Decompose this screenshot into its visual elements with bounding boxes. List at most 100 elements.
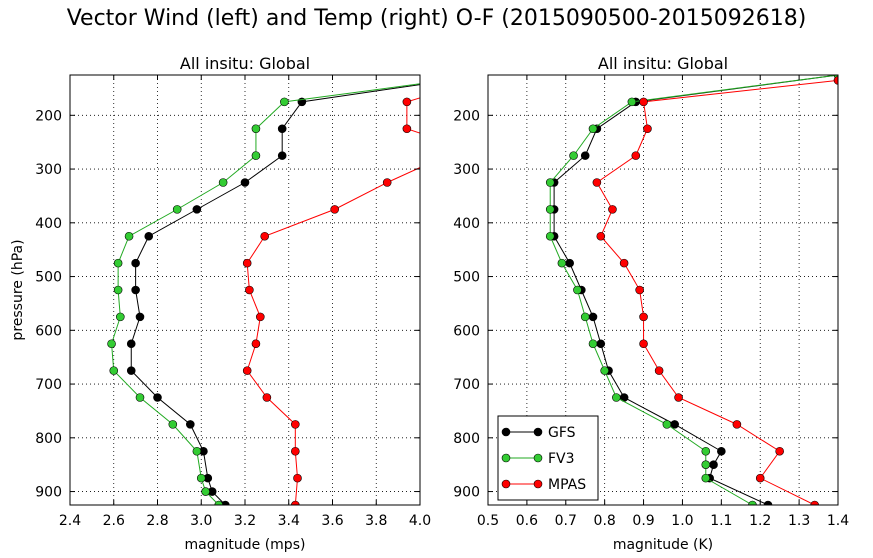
wind-fv3-point: [113, 258, 123, 268]
temp-fv3-point: [588, 124, 598, 134]
wind-x-tick-label: 3.2: [234, 513, 256, 529]
temp-gfs-point: [763, 500, 773, 505]
wind-gfs-point: [126, 366, 136, 375]
temp-mpas-point: [643, 124, 652, 134]
temp-y-tick-label: 500: [453, 270, 480, 286]
temp-x-tick-label: 1.2: [749, 513, 771, 529]
wind-mpas-point: [291, 446, 300, 456]
wind-x-tick-label: 2.4: [59, 513, 81, 529]
wind-y-tick-label: 700: [35, 377, 62, 393]
wind-mpas-point: [260, 231, 269, 241]
wind-x-tick-label: 3.0: [190, 513, 212, 529]
wind-gfs-point: [135, 312, 145, 322]
wind-gfs-point: [221, 500, 230, 505]
wind-data: [107, 83, 468, 505]
temp-mpas-point: [592, 178, 602, 187]
temp-fv3-point: [662, 420, 672, 429]
wind-gfs-point: [126, 339, 136, 349]
temp-fv3-point: [569, 151, 578, 160]
temp-mpas-point: [596, 231, 606, 241]
temp-mpas-point: [732, 420, 742, 429]
wind-fv3-point: [168, 420, 178, 429]
temp-fv3-point: [612, 393, 621, 402]
wind-gfs-point: [277, 124, 287, 134]
temp-panel: 0.5 0.6 0.7 0.8 0.9 1.0 1.1 1.2 1.3 1.4 200 300 400 5…: [453, 54, 849, 553]
legend-label-mpas: MPAS: [548, 477, 586, 493]
temp-x-tick-label: 0.7: [555, 513, 577, 529]
temp-fv3-point: [627, 97, 637, 107]
wind-x-tick-label: 3.6: [321, 513, 343, 529]
temp-y-tick-label: 400: [453, 216, 480, 232]
temp-gfs-point: [670, 420, 679, 429]
wind-x-tick-label: 2.8: [146, 513, 168, 529]
wind-fv3-point: [196, 473, 206, 483]
wind-mpas-point: [460, 144, 468, 152]
wind-gfs-point: [144, 231, 154, 241]
wind-x-tick-label: 2.6: [103, 513, 125, 529]
temp-fv3-point: [701, 446, 711, 456]
wind-mpas-point: [330, 205, 339, 214]
temp-x-tick-label: 1.3: [788, 513, 810, 529]
wind-y-axis-label: pressure (hPa): [10, 239, 26, 340]
temp-y-tick-label: 600: [453, 323, 480, 339]
wind-y-tick-label: 900: [35, 485, 62, 501]
temp-fv3-point: [600, 366, 609, 375]
temp-y-tick-label: 700: [453, 377, 480, 393]
temp-fv3-point: [701, 460, 711, 469]
wind-gfs-point: [153, 393, 162, 402]
wind-fv3-point: [107, 339, 116, 349]
temp-mpas-point: [619, 258, 629, 268]
temp-mpas-point: [810, 500, 819, 505]
legend-marker-fv3: [501, 453, 511, 463]
figure-title: Vector Wind (left) and Temp (right) O-F …: [66, 6, 807, 31]
wind-fv3-point: [280, 97, 289, 107]
temp-x-tick-label: 0.9: [632, 513, 654, 529]
wind-fv3-point: [135, 393, 145, 402]
temp-mpas-point: [755, 473, 765, 483]
temp-y-tick-label: 200: [453, 108, 480, 124]
temp-gfs-point: [596, 339, 606, 349]
wind-fv3-point: [113, 285, 123, 295]
temp-fv3-point: [748, 500, 757, 505]
wind-gfs-point: [131, 285, 140, 295]
wind-mpas-point: [251, 339, 261, 349]
wind-mpas-point: [262, 393, 272, 402]
temp-fv3-point: [701, 473, 711, 483]
temp-mpas-line: [596, 79, 838, 505]
wind-mpas-line: [246, 97, 420, 505]
wind-mpas-point: [256, 312, 265, 322]
temp-gfs-point: [709, 460, 718, 469]
wind-mpas-point: [242, 366, 252, 375]
wind-fv3-point: [109, 366, 119, 375]
legend-marker-mpas: [501, 479, 511, 489]
wind-y-tick-label: 200: [35, 108, 62, 124]
temp-gfs-point: [565, 258, 574, 268]
wind-mpas-point: [402, 97, 412, 107]
wind-fv3-point: [116, 312, 125, 322]
wind-fv3-point: [172, 205, 182, 214]
temp-fv3-point: [588, 339, 598, 349]
temp-axes-frame: [487, 74, 839, 506]
temp-mpas-point: [639, 312, 648, 322]
wind-x-axis-label: magnitude (mps): [185, 537, 306, 553]
temp-data: [545, 75, 838, 505]
wind-gfs-point: [277, 151, 287, 160]
wind-fv3-line: [111, 83, 420, 505]
wind-gfs-point: [192, 205, 202, 214]
temp-x-axis-label: magnitude (K): [613, 537, 713, 553]
temp-mpas-point: [631, 151, 641, 160]
wind-mpas-point: [402, 124, 412, 134]
temp-fv3-point: [545, 231, 555, 241]
temp-y-tick-label: 900: [453, 485, 480, 501]
temp-y-tick-label: 800: [453, 431, 480, 447]
temp-mpas-point: [608, 205, 617, 214]
temp-fv3-point: [557, 258, 567, 268]
wind-y-tick-label: 600: [35, 323, 62, 339]
temp-gfs-point: [588, 312, 598, 322]
wind-panel-title: All insitu: Global: [180, 54, 310, 73]
temp-x-tick-label: 0.8: [594, 513, 616, 529]
temp-fv3-point: [545, 205, 555, 214]
wind-y-tick-label: 800: [35, 431, 62, 447]
wind-fv3-point: [251, 124, 261, 134]
